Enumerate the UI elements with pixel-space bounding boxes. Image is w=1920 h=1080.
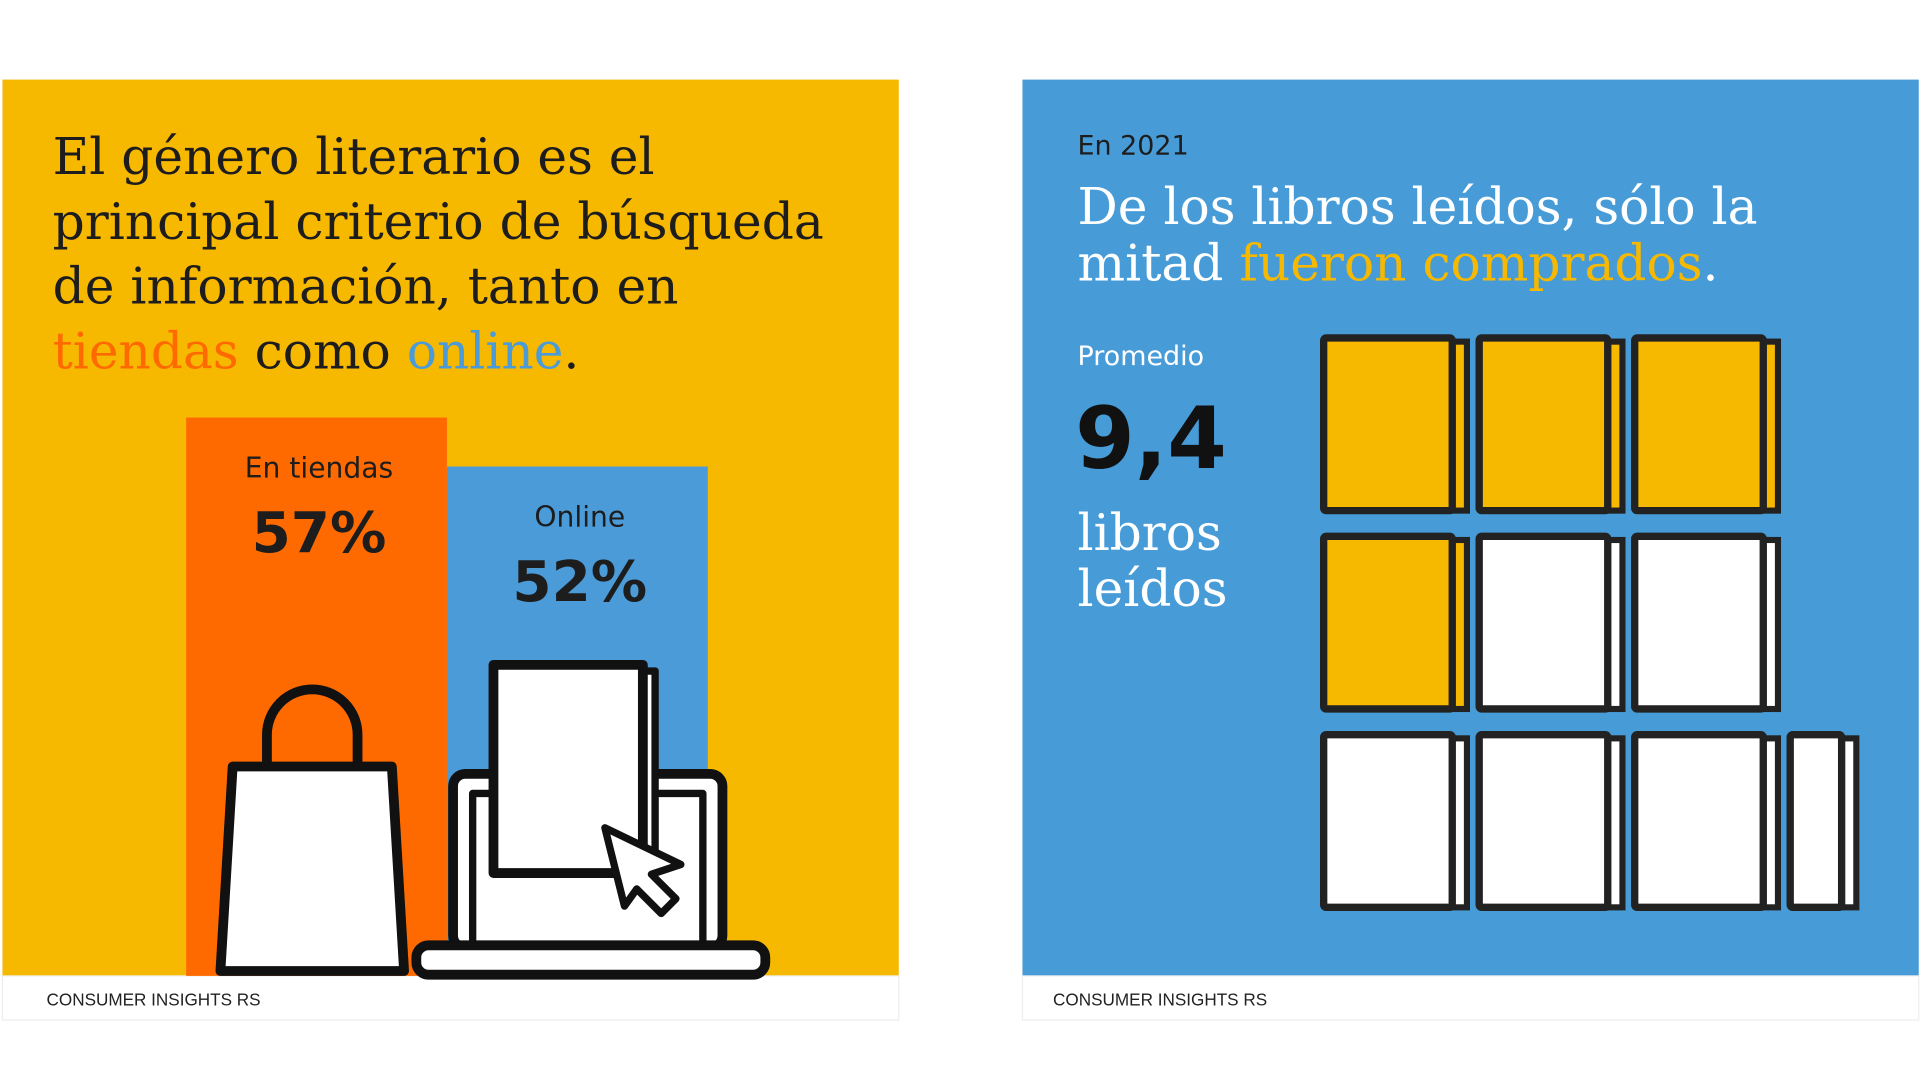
bag bbox=[215, 761, 409, 976]
title-segment: tiendas bbox=[53, 322, 239, 381]
title-line: mitad fueron comprados. bbox=[1078, 233, 1719, 292]
bar-value-label: 57% bbox=[252, 501, 387, 566]
cursor bbox=[601, 824, 685, 918]
books bbox=[1320, 334, 1860, 912]
bar-value-label: 52% bbox=[512, 550, 647, 615]
book bbox=[1631, 731, 1767, 912]
title-segment: . bbox=[563, 322, 579, 381]
title-segment: como bbox=[239, 322, 407, 381]
book bbox=[1786, 731, 1846, 912]
subtitle: En 2021 bbox=[1078, 130, 1189, 161]
book bbox=[1320, 532, 1456, 713]
footer-bar bbox=[1021, 975, 1920, 1021]
title-line: de información, tanto en bbox=[53, 257, 679, 316]
icons bbox=[215, 660, 771, 980]
book bbox=[1320, 334, 1456, 515]
title-segment: . bbox=[1703, 233, 1719, 292]
title-segment: de información, tanto en bbox=[53, 257, 679, 316]
unit-line: leídos bbox=[1078, 559, 1228, 618]
book bbox=[1631, 532, 1767, 713]
title-segment: El género literario es el bbox=[53, 127, 655, 186]
title-line: El género literario es el bbox=[53, 127, 655, 186]
book bbox=[1475, 532, 1612, 713]
value-label: 9,4 bbox=[1075, 389, 1227, 489]
source: CONSUMER INSIGHTS RS bbox=[47, 989, 261, 1009]
title-segment: online bbox=[407, 322, 564, 381]
book bbox=[1631, 334, 1767, 515]
title-line: De los libros leídos, sólo la bbox=[1078, 177, 1758, 236]
title-segment: fueron comprados bbox=[1239, 233, 1702, 292]
value-caption: Promedio bbox=[1078, 341, 1205, 372]
book bbox=[1320, 731, 1456, 912]
title-segment: mitad bbox=[1078, 233, 1240, 292]
bar-category: Online bbox=[534, 501, 625, 534]
source: CONSUMER INSIGHTS RS bbox=[1053, 989, 1267, 1009]
title-line: tiendas como online. bbox=[53, 322, 580, 381]
title-segment: De los libros leídos, sólo la bbox=[1078, 177, 1758, 236]
book bbox=[1475, 731, 1612, 912]
bag-handle bbox=[262, 684, 363, 769]
footer-bar bbox=[1, 975, 900, 1021]
title-segment: principal criterio de búsqueda bbox=[53, 192, 824, 251]
title-line: principal criterio de búsqueda bbox=[53, 192, 824, 251]
unit-line: libros bbox=[1078, 503, 1222, 562]
book bbox=[1475, 334, 1612, 515]
laptop-base bbox=[411, 940, 771, 980]
bar-category: En tiendas bbox=[245, 452, 393, 485]
